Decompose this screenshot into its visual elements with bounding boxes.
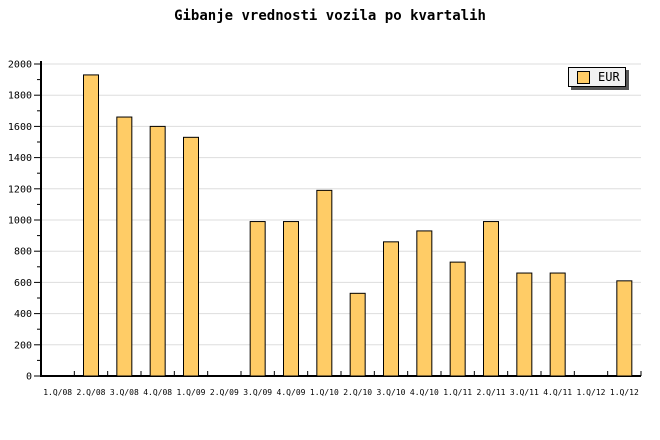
legend-swatch-icon [577, 70, 590, 84]
x-tick-label: 2.Q/08 [77, 388, 106, 397]
bar [283, 221, 299, 377]
x-tick-label: 1.Q/12 [610, 388, 639, 397]
bar [449, 261, 466, 377]
x-tick-label: 1.Q/11 [443, 388, 472, 397]
x-tick-label: 1.Q/09 [177, 388, 206, 397]
x-tick-label: 2.Q/10 [343, 388, 372, 397]
y-tick-label: 1000 [8, 216, 32, 227]
y-tick-label: 600 [14, 278, 32, 289]
bar [249, 221, 266, 377]
x-tick-label: 1.Q/12 [577, 388, 606, 397]
bar [316, 189, 333, 377]
chart-title: Gibanje vrednosti vozila po kvartalih [174, 8, 486, 24]
bar [416, 230, 433, 377]
bar [183, 136, 199, 377]
x-tick-label: 4.Q/11 [543, 388, 572, 397]
y-tick-label: 1800 [8, 91, 32, 102]
bar [83, 74, 99, 377]
y-tick-label: 400 [14, 309, 32, 320]
bar [116, 116, 133, 377]
bar [616, 280, 633, 377]
x-tick-label: 4.Q/08 [143, 388, 172, 397]
x-tick-label: 3.Q/09 [243, 388, 272, 397]
legend: EUR [568, 67, 626, 87]
y-tick-label: 1400 [8, 153, 32, 164]
bar [383, 241, 399, 377]
bar [349, 292, 366, 377]
x-tick-label: 2.Q/09 [210, 388, 239, 397]
y-tick-label: 1600 [8, 122, 32, 133]
x-tick-label: 4.Q/10 [410, 388, 439, 397]
y-tick-label: 0 [26, 372, 32, 383]
bar [516, 272, 533, 377]
x-tick-label: 1.Q/10 [310, 388, 339, 397]
y-tick-label: 800 [14, 247, 32, 258]
x-tick-label: 4.Q/09 [277, 388, 306, 397]
x-tick-label: 2.Q/11 [477, 388, 506, 397]
legend-label: EUR [598, 70, 620, 84]
x-tick-label: 3.Q/10 [377, 388, 406, 397]
x-tick-label: 1.Q/08 [43, 388, 72, 397]
bar [149, 125, 166, 377]
x-tick-label: 3.Q/08 [110, 388, 139, 397]
y-tick-label: 1200 [8, 184, 32, 195]
x-tick-label: 3.Q/11 [510, 388, 539, 397]
y-tick-label: 2000 [8, 60, 32, 71]
bar [549, 272, 566, 377]
bar [483, 221, 499, 377]
y-tick-label: 200 [14, 340, 32, 351]
